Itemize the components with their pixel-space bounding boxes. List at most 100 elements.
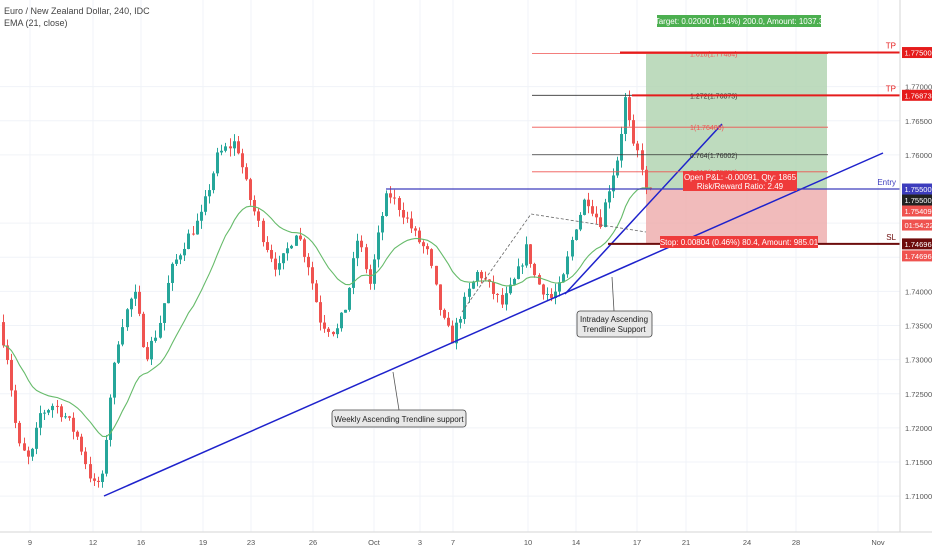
candle-body bbox=[101, 474, 104, 482]
candle-body bbox=[430, 249, 433, 266]
candle-body bbox=[377, 232, 380, 259]
candle-body bbox=[89, 464, 92, 478]
candle-body bbox=[175, 260, 178, 264]
price-tag: 1.74696 bbox=[905, 252, 932, 261]
candle-body bbox=[575, 229, 578, 239]
x-tick-label: 24 bbox=[743, 538, 751, 547]
y-tick-label: 1.72000 bbox=[905, 424, 932, 433]
stop-text: Stop: 0.00804 (0.46%) 80.4, Amount: 985.… bbox=[660, 238, 819, 247]
candle-body bbox=[187, 234, 190, 249]
price-tag: 1.75500 bbox=[905, 196, 932, 205]
candle-body bbox=[208, 190, 211, 196]
candle-body bbox=[31, 449, 34, 457]
candle-body bbox=[414, 228, 417, 230]
candle-body bbox=[402, 210, 405, 218]
candle-body bbox=[505, 293, 508, 304]
candle-body bbox=[154, 338, 157, 341]
candle-body bbox=[550, 294, 553, 298]
candle-body bbox=[641, 150, 644, 170]
candle-body bbox=[245, 167, 248, 179]
candle-body bbox=[64, 416, 67, 417]
y-tick-label: 1.76000 bbox=[905, 151, 932, 160]
candle-body bbox=[323, 323, 326, 329]
candle-body bbox=[459, 319, 462, 323]
candle-body bbox=[14, 390, 17, 423]
candle-body bbox=[39, 413, 42, 428]
candle-body bbox=[463, 297, 466, 319]
candle-body bbox=[480, 272, 483, 278]
candle-body bbox=[418, 231, 421, 243]
candle-body bbox=[117, 344, 120, 362]
candle-body bbox=[336, 328, 339, 334]
candle-body bbox=[47, 410, 50, 413]
candle-body bbox=[270, 250, 273, 259]
candle-body bbox=[525, 244, 528, 265]
candle-body bbox=[571, 240, 574, 257]
loss-zone bbox=[646, 189, 827, 244]
y-tick-label: 1.71000 bbox=[905, 492, 932, 501]
candle-body bbox=[636, 144, 639, 151]
candle-body bbox=[542, 284, 545, 294]
candle-body bbox=[546, 294, 549, 295]
candle-body bbox=[167, 283, 170, 303]
candle-body bbox=[134, 292, 137, 299]
price-tag: 1.77500 bbox=[905, 49, 932, 58]
candle-body bbox=[159, 323, 162, 338]
candle-body bbox=[340, 313, 343, 329]
candle-body bbox=[406, 218, 409, 219]
pnl-text: Open P&L: -0.00091, Qty: 1865 bbox=[684, 173, 797, 182]
candle-body bbox=[171, 264, 174, 283]
candle-body bbox=[56, 406, 59, 407]
candle-body bbox=[422, 242, 425, 246]
candle-body bbox=[558, 282, 561, 291]
x-tick-label: 9 bbox=[28, 538, 32, 547]
y-tick-label: 1.71500 bbox=[905, 458, 932, 467]
candle-body bbox=[60, 406, 63, 417]
candle-body bbox=[538, 275, 541, 284]
candle-body bbox=[183, 249, 186, 255]
candle-body bbox=[373, 259, 376, 283]
candle-body bbox=[121, 327, 124, 344]
candle-body bbox=[253, 200, 256, 211]
candle-body bbox=[192, 234, 195, 235]
candle-body bbox=[35, 428, 38, 449]
level-tag: TP bbox=[886, 42, 896, 51]
candle-body bbox=[113, 363, 116, 398]
candle-body bbox=[632, 120, 635, 143]
candle-body bbox=[439, 284, 442, 310]
rr-text: Risk/Reward Ratio: 2.49 bbox=[697, 182, 784, 191]
candle-body bbox=[620, 134, 623, 161]
candle-body bbox=[517, 266, 520, 279]
candle-body bbox=[451, 326, 454, 344]
candle-body bbox=[501, 295, 504, 305]
candle-body bbox=[492, 282, 495, 294]
candle-body bbox=[381, 216, 384, 232]
level-tag: TP bbox=[886, 84, 896, 93]
candle-body bbox=[533, 264, 536, 275]
candle-body bbox=[224, 146, 227, 150]
weekly-pointer bbox=[393, 372, 399, 410]
candle-body bbox=[295, 236, 298, 246]
candle-body bbox=[146, 347, 149, 359]
chart-title: Euro / New Zealand Dollar, 240, IDC bbox=[4, 5, 150, 17]
candle-body bbox=[84, 452, 87, 465]
candle-body bbox=[10, 360, 13, 390]
candle-body bbox=[398, 198, 401, 210]
candle-body bbox=[76, 432, 79, 437]
x-tick-label: 23 bbox=[247, 538, 255, 547]
x-tick-label: 14 bbox=[572, 538, 580, 547]
candle-body bbox=[599, 217, 602, 227]
x-tick-label: Oct bbox=[368, 538, 381, 547]
candle-body bbox=[595, 214, 598, 218]
x-tick-label: 10 bbox=[524, 538, 532, 547]
candle-body bbox=[68, 416, 71, 417]
candle-body bbox=[105, 440, 108, 474]
weekly-annotation: Weekly Ascending Trendline support bbox=[332, 372, 466, 427]
candle-body bbox=[299, 236, 302, 240]
candle-body bbox=[365, 247, 368, 269]
candle-body bbox=[521, 266, 524, 267]
